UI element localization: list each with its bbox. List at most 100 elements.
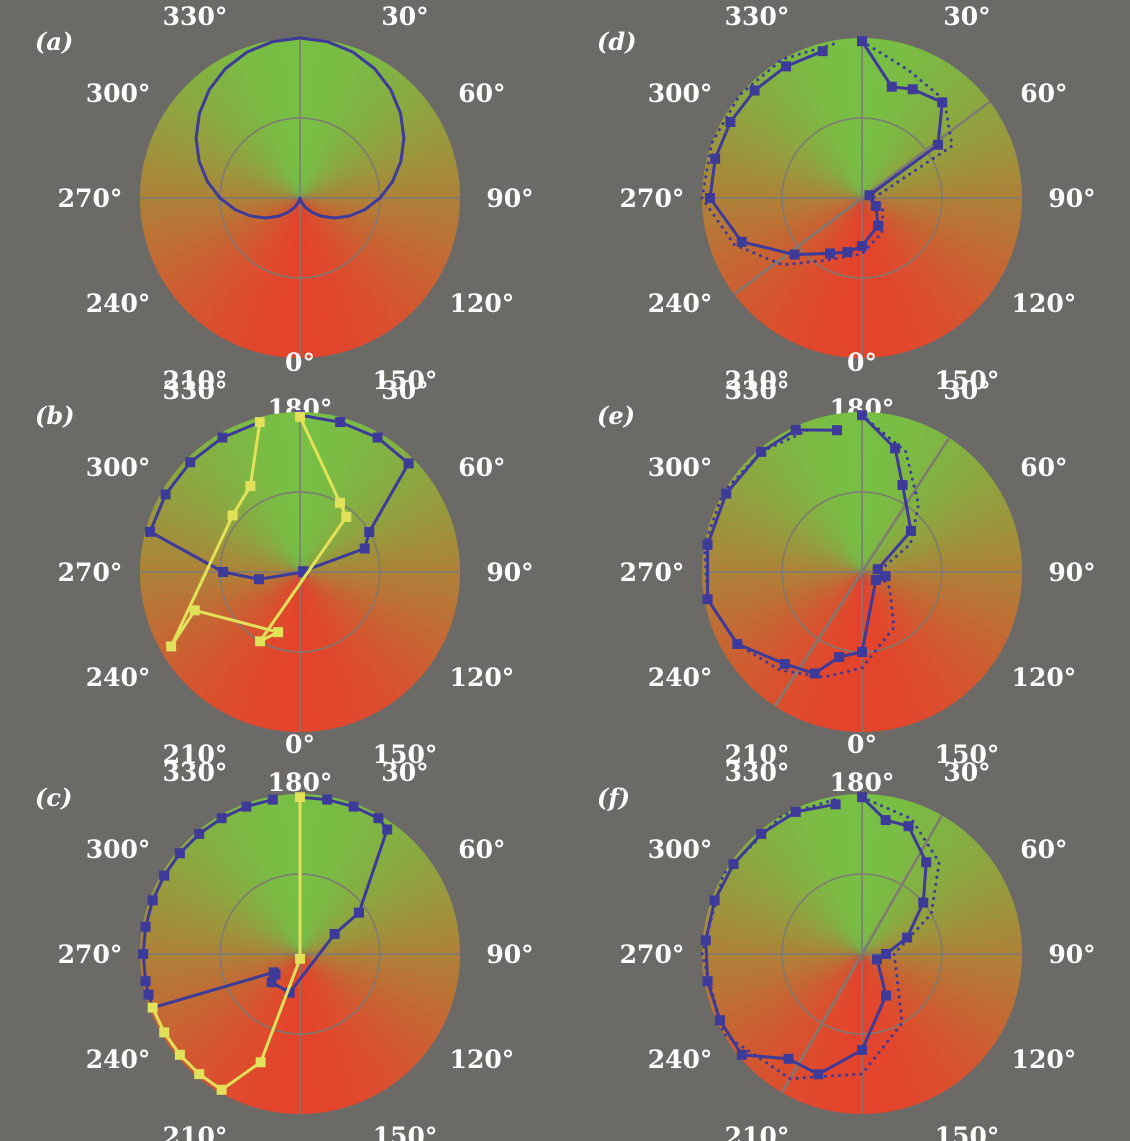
disk-wedge	[820, 415, 862, 572]
disk-wedge	[862, 954, 920, 1107]
disk-wedge	[862, 954, 976, 1074]
angle-label: 60°	[458, 835, 505, 864]
disk-wedge	[300, 506, 450, 572]
data-point-marker	[809, 668, 820, 679]
angle-label: 330°	[163, 758, 228, 787]
series-line-dotted	[700, 795, 941, 1081]
disk-wedge	[761, 823, 862, 954]
disk-wedge	[722, 572, 862, 660]
disk-wedge	[862, 198, 976, 318]
disk-wedge	[300, 79, 414, 198]
data-point-marker	[702, 976, 713, 987]
disk-wedge	[226, 954, 300, 1101]
data-point-marker	[216, 1084, 227, 1095]
angle-label: 120°	[1012, 663, 1077, 692]
disk-wedge	[737, 846, 862, 954]
angle-label: 300°	[648, 79, 713, 108]
disk-wedge	[300, 572, 414, 692]
angle-label: 30°	[381, 2, 428, 31]
disk-wedge	[300, 572, 453, 631]
disk-wedge	[820, 797, 862, 954]
disk-wedge	[862, 804, 929, 954]
disk-wedge	[165, 859, 300, 954]
disk-wedge	[781, 572, 862, 715]
polar-disk	[701, 793, 1023, 1115]
disk-wedge	[258, 415, 300, 572]
disk-wedge	[862, 874, 1006, 954]
angle-label: 300°	[648, 835, 713, 864]
disk-wedge	[712, 572, 862, 638]
disk-wedge	[300, 68, 402, 198]
disk-wedge	[754, 72, 862, 198]
disk-wedge	[828, 795, 862, 954]
disk-wedge	[300, 198, 414, 318]
data-point-marker	[245, 481, 256, 492]
disk-wedge	[300, 55, 381, 198]
angle-label: 120°	[450, 289, 515, 318]
angle-label: 270°	[58, 940, 123, 969]
angle-label: 120°	[1012, 289, 1077, 318]
data-point-marker	[736, 1049, 747, 1060]
data-point-marker	[881, 990, 891, 1001]
disk-wedge	[862, 530, 1019, 572]
disk-wedge	[150, 505, 300, 572]
disk-wedge	[862, 572, 912, 727]
disk-wedge	[153, 880, 300, 954]
data-point-marker	[903, 821, 914, 832]
disk-wedge	[862, 148, 1017, 198]
disk-wedge	[300, 572, 439, 661]
disk-wedge	[862, 819, 957, 954]
disk-wedge	[767, 437, 862, 572]
data-point-marker	[933, 139, 944, 150]
data-point-marker	[216, 813, 227, 824]
angle-label: 150°	[373, 1122, 438, 1141]
panel-label: (f)	[597, 783, 630, 812]
angle-label: 300°	[648, 453, 713, 482]
disk-wedge	[862, 572, 904, 729]
data-point-marker	[254, 417, 265, 428]
angle-label: 210°	[725, 1122, 790, 1141]
disk-wedge	[862, 954, 1012, 1021]
data-point-marker	[403, 458, 414, 469]
disk-wedge	[862, 442, 964, 572]
disk-wedge	[181, 458, 300, 572]
disk-wedge	[205, 954, 300, 1089]
data-point-marker	[147, 895, 158, 906]
disk-wedge	[157, 491, 300, 572]
disk-wedge	[300, 198, 439, 287]
disk-wedge	[862, 572, 992, 674]
disk-wedge	[300, 97, 431, 198]
disk-wedge	[174, 198, 300, 306]
disk-wedge	[241, 198, 300, 351]
disk-wedge	[300, 572, 430, 674]
disk-wedge	[862, 125, 1009, 198]
disk-wedge	[774, 432, 862, 572]
data-point-marker	[185, 457, 196, 468]
disk-wedge	[266, 39, 300, 198]
data-point-marker	[189, 605, 200, 616]
disk-wedge	[862, 198, 904, 355]
disk-wedge	[718, 572, 862, 652]
data-point-marker	[906, 525, 917, 536]
disk-wedge	[170, 96, 300, 198]
disk-wedge	[192, 572, 300, 697]
data-point-marker	[705, 193, 715, 203]
disk-wedge	[707, 954, 862, 1004]
disk-wedge	[300, 572, 334, 731]
data-point-marker	[140, 976, 151, 987]
disk-wedge	[300, 572, 395, 707]
polar-panel: 0° 30° 60° 90° 120° 150° 180° 210° 240° 270° 300° 3…	[597, 730, 1096, 1141]
disk-wedge	[300, 198, 401, 329]
disk-wedge	[743, 840, 862, 954]
data-point-marker	[721, 488, 732, 499]
angle-label: 0°	[285, 348, 315, 377]
disk-wedge	[862, 198, 1009, 272]
data-point-marker	[255, 636, 265, 647]
disk-wedge	[300, 447, 408, 572]
disk-wedge	[147, 513, 300, 572]
data-point-marker	[254, 574, 265, 585]
angle-label: 240°	[86, 1045, 151, 1074]
angle-label: 330°	[725, 376, 790, 405]
disk-wedge	[300, 140, 453, 198]
angle-label: 210°	[163, 1122, 228, 1141]
